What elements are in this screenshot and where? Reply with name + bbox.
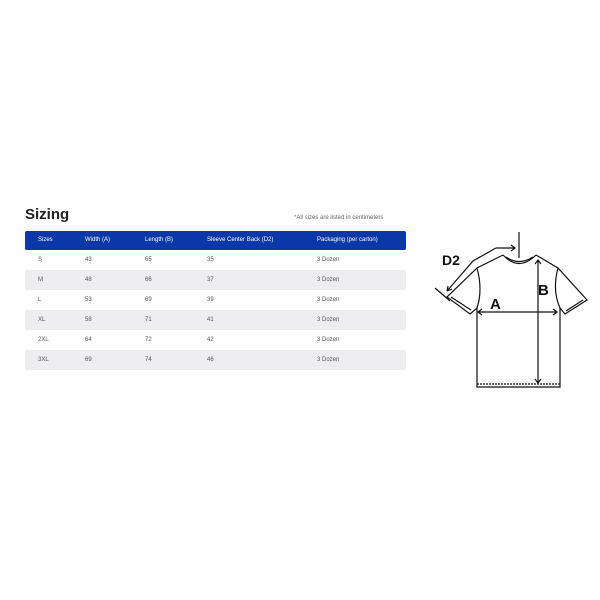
table-cell: 64 [85,337,92,343]
table-cell: 42 [207,337,214,343]
table-cell: XL [38,317,46,323]
table-row: S 43 65 35 3 Dozen [25,250,406,270]
header-cell: Packaging (per carton) [317,237,378,243]
table-cell: 35 [207,257,214,263]
table-cell: 43 [85,257,92,263]
page-title: Sizing [25,206,70,223]
table-cell: 3 Dozen [317,337,340,343]
table-cell: 66 [145,277,152,283]
table-cell: 46 [207,357,214,363]
table-cell: 3 Dozen [317,317,340,323]
measure-lines [434,232,558,384]
label-d2: D2 [442,252,460,268]
table-cell: 3 Dozen [317,277,340,283]
table-cell: 48 [85,277,92,283]
table-cell: S [38,257,43,263]
label-a: A [490,296,501,313]
table-row: M 48 66 37 3 Dozen [25,270,406,290]
table-cell: 37 [207,277,214,283]
table-header: Sizes Width (A) Length (B) Sleeve Center… [25,231,406,250]
header-cell: Length (B) [145,237,174,243]
size-table: Sizes Width (A) Length (B) Sleeve Center… [25,231,406,370]
table-row: XL 58 71 41 3 Dozen [25,310,406,330]
table-cell: 3 Dozen [317,257,340,263]
table-cell: 41 [207,317,214,323]
table-cell: 71 [145,317,152,323]
table-cell: 3 Dozen [317,297,340,303]
table-cell: 2XL [38,337,49,343]
table-cell: 65 [145,257,152,263]
table-row: L 53 69 39 3 Dozen [25,290,406,310]
tshirt-outline [446,254,588,388]
header-cell: Sizes [38,237,53,243]
label-b: B [538,282,549,299]
table-cell: 69 [145,297,152,303]
table-cell: 69 [85,357,92,363]
units-note: *All sizes are listed in centimeters [294,215,384,221]
table-cell: 72 [145,337,152,343]
table-row: 3XL 69 74 46 3 Dozen [25,350,406,370]
table-cell: 3XL [38,357,49,363]
table-cell: 74 [145,357,152,363]
table-row: 2XL 64 72 42 3 Dozen [25,330,406,350]
table-cell: 58 [85,317,92,323]
table-cell: L [38,297,42,303]
header-cell: Sleeve Center Back (D2) [207,237,274,243]
table-cell: M [38,277,43,283]
table-cell: 39 [207,297,214,303]
table-cell: 53 [85,297,92,303]
header-cell: Width (A) [85,237,111,243]
table-cell: 3 Dozen [317,357,340,363]
